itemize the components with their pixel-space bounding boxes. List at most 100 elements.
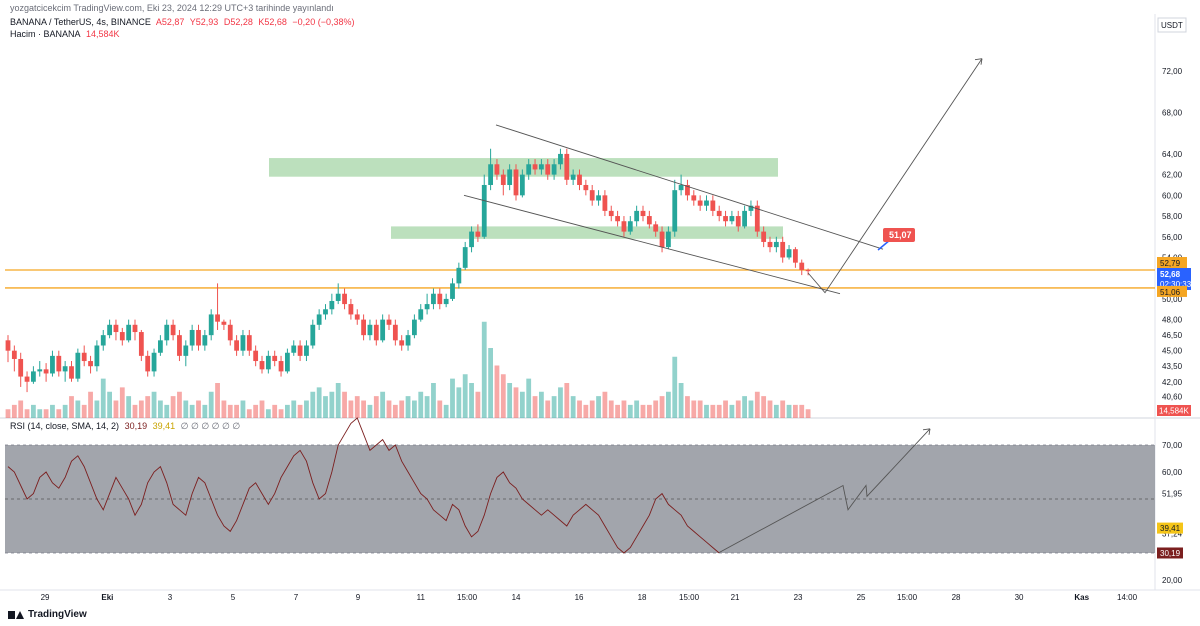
volume-bar: [177, 391, 182, 418]
volume-bar: [666, 391, 671, 418]
volume-badge: [1157, 405, 1191, 416]
projection-arrow-line: [807, 58, 983, 294]
candle: [742, 210, 747, 227]
candle: [723, 216, 728, 222]
volume-bar: [202, 404, 208, 418]
candle: [158, 340, 163, 353]
volume-bar: [405, 396, 411, 418]
support-zone: [269, 158, 778, 177]
tradingview-logo[interactable]: TradingView: [8, 609, 87, 620]
symbol-title[interactable]: BANANA / TetherUS, 4s, BINANCE: [10, 17, 151, 27]
candle: [189, 329, 195, 346]
volume-bar: [513, 387, 519, 418]
volume-bar: [621, 400, 627, 418]
candle: [431, 293, 436, 305]
candle: [697, 200, 703, 206]
volume-bar: [50, 404, 55, 418]
candle: [367, 324, 373, 336]
time-tick-label: Eki: [101, 593, 113, 602]
upper-level-badge-label: 52,79: [1160, 259, 1181, 268]
candle: [196, 329, 201, 346]
candle: [767, 241, 773, 248]
volume-bar: [62, 404, 68, 418]
volume-bar: [56, 409, 62, 418]
volume-bar: [615, 404, 620, 418]
volume-bar: [799, 404, 805, 418]
candle: [202, 335, 208, 346]
volume-bar: [729, 404, 735, 418]
candle: [323, 309, 328, 315]
volume-bar: [551, 396, 557, 418]
volume-bar: [246, 409, 252, 418]
volume-bar: [646, 404, 652, 418]
candle: [691, 195, 697, 201]
volume-bar: [348, 400, 354, 418]
volume-bar: [234, 404, 239, 418]
volume-bar: [570, 396, 576, 418]
candle: [221, 321, 227, 325]
candle: [259, 361, 265, 370]
ohlc-open: A52,87: [155, 17, 185, 27]
candle: [729, 216, 735, 222]
candle: [672, 190, 678, 232]
volume-bar: [539, 391, 544, 418]
candle: [678, 184, 684, 191]
candle: [392, 324, 398, 341]
rsi-label[interactable]: RSI (14, close, SMA, 14, 2): [10, 421, 120, 431]
candle: [437, 293, 443, 305]
volume-bar: [462, 374, 468, 418]
volume-bar: [151, 391, 157, 418]
candle: [577, 174, 582, 185]
candle: [291, 345, 297, 353]
volume-bar: [704, 404, 709, 418]
upper-level-badge: [1157, 257, 1187, 269]
price-tick-label: 72,00: [1162, 67, 1183, 76]
ohlc-low: D52,28: [223, 17, 253, 27]
candle: [596, 195, 601, 201]
candle: [519, 174, 525, 196]
candle: [246, 335, 252, 351]
volume-bar: [43, 409, 49, 418]
time-tick-label: 3: [168, 593, 173, 602]
rsi-projection-line: [718, 428, 931, 553]
volume-bar: [716, 404, 722, 418]
candle: [386, 319, 392, 325]
candle: [265, 355, 271, 370]
volume-bar: [634, 400, 640, 418]
volume-bar: [488, 348, 493, 418]
candle: [583, 184, 589, 191]
candle: [462, 247, 468, 268]
candle: [170, 324, 176, 336]
volume-bar: [342, 391, 347, 418]
candle: [24, 376, 30, 382]
last-price-label: 52,68: [1160, 270, 1181, 279]
volume-bar: [272, 404, 278, 418]
volume-label[interactable]: Hacim · BANANA: [10, 29, 81, 39]
candle: [488, 164, 493, 185]
volume-bar: [75, 400, 81, 418]
price-tick-label: 40,60: [1162, 392, 1183, 401]
candle: [443, 298, 449, 305]
candle: [621, 221, 627, 232]
volume-bar: [583, 404, 589, 418]
time-tick-label: 15:00: [457, 593, 478, 602]
candle: [666, 231, 671, 248]
time-tick-label: 11: [417, 593, 426, 602]
price-tick-label: 50,00: [1162, 295, 1183, 304]
volume-bar: [11, 404, 17, 418]
volume-bar: [443, 404, 449, 418]
volume-bar: [608, 400, 614, 418]
candle: [107, 324, 112, 336]
volume-bar: [69, 396, 74, 418]
volume-bar: [754, 391, 760, 418]
candle: [278, 361, 284, 372]
volume-bar: [215, 383, 220, 418]
volume-bar: [475, 391, 481, 418]
candle: [450, 283, 455, 299]
time-tick-label: 23: [794, 593, 803, 602]
volume-bar: [767, 400, 773, 418]
time-tick-label: 14:00: [1117, 593, 1138, 602]
candle: [418, 309, 424, 320]
rsi-tick-label: 70,00: [1162, 441, 1183, 450]
